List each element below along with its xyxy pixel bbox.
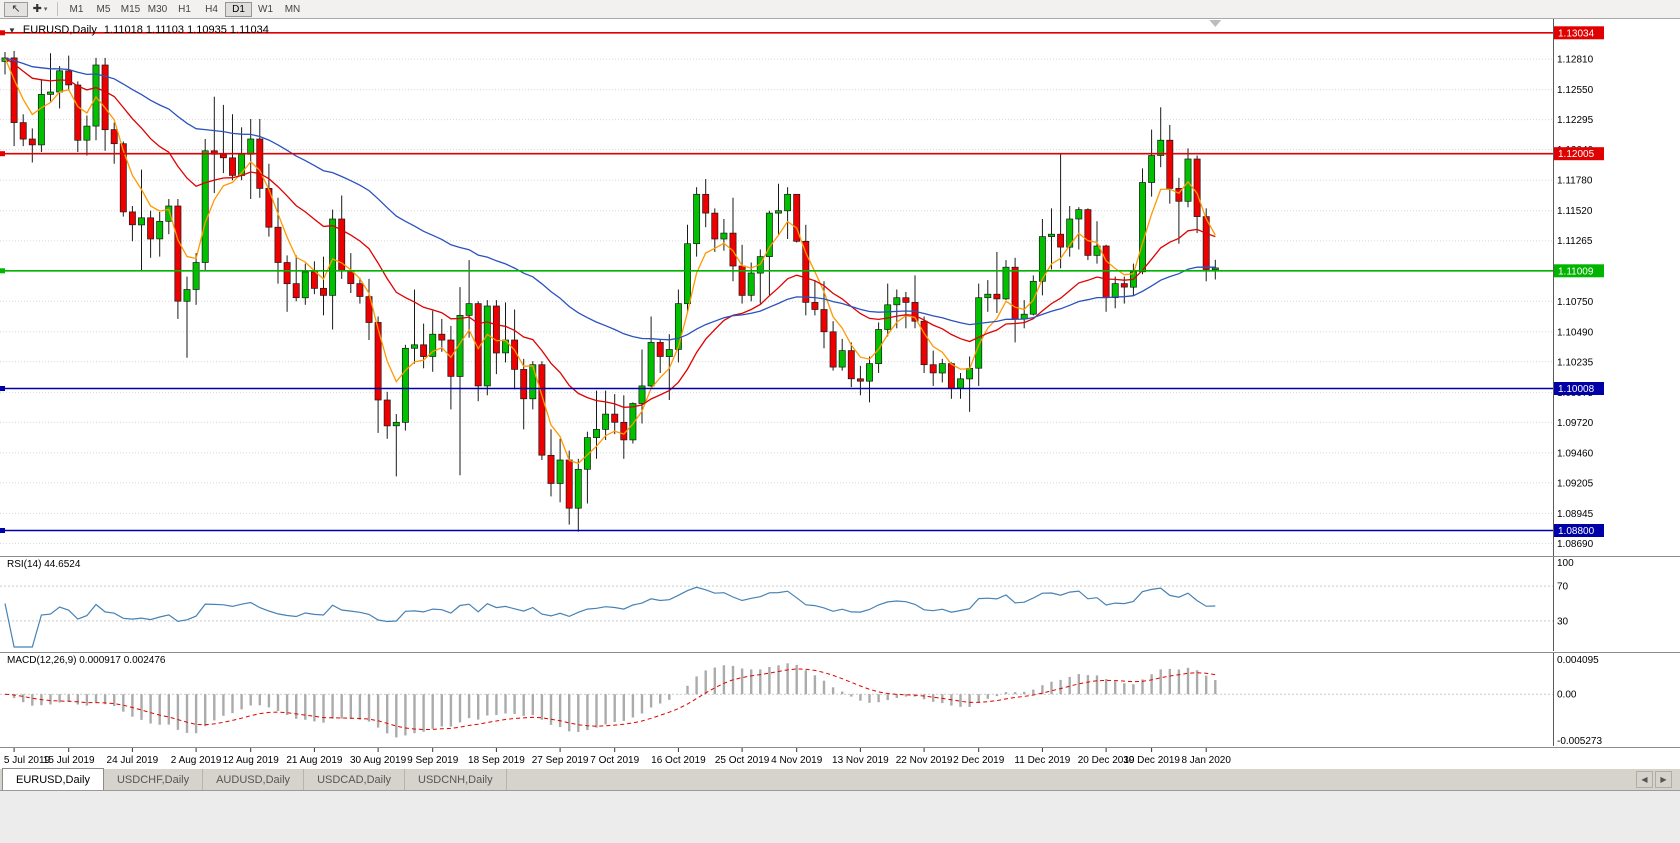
rsi-axis-label: 30 bbox=[1557, 616, 1569, 627]
svg-text:7 Oct 2019: 7 Oct 2019 bbox=[590, 755, 639, 766]
title-marker-icon: ▼ bbox=[8, 25, 16, 35]
symbol-period-label: EURUSD,Daily bbox=[22, 24, 97, 36]
tab-usdcad-daily[interactable]: USDCAD,Daily bbox=[304, 769, 406, 790]
svg-text:25 Oct 2019: 25 Oct 2019 bbox=[715, 755, 770, 766]
timeframe-mn-button[interactable]: MN bbox=[279, 2, 306, 17]
ohlc-values: 1.11018 1.11103 1.10935 1.11034 bbox=[103, 24, 269, 36]
svg-text:1.08690: 1.08690 bbox=[1557, 539, 1594, 550]
svg-text:11 Dec 2019: 11 Dec 2019 bbox=[1014, 755, 1070, 766]
chart-title: ▼ EURUSD,Daily 1.11018 1.11103 1.10935 1… bbox=[8, 24, 269, 36]
svg-text:12 Aug 2019: 12 Aug 2019 bbox=[223, 755, 280, 766]
svg-text:1.09720: 1.09720 bbox=[1557, 418, 1594, 429]
svg-text:4 Nov 2019: 4 Nov 2019 bbox=[771, 755, 823, 766]
svg-text:5 Jul 2019: 5 Jul 2019 bbox=[4, 755, 51, 766]
svg-text:1.13034: 1.13034 bbox=[1558, 28, 1595, 39]
svg-text:1.11265: 1.11265 bbox=[1557, 236, 1593, 247]
svg-text:1.11520: 1.11520 bbox=[1557, 206, 1593, 217]
timeframe-w1-button[interactable]: W1 bbox=[252, 2, 279, 17]
chart-shift-marker[interactable] bbox=[1209, 20, 1222, 27]
moving-average-lines bbox=[4, 57, 1216, 465]
svg-text:1.08800: 1.08800 bbox=[1558, 526, 1595, 537]
price-axis-labels: 1.128101.125501.122951.120401.117801.115… bbox=[1557, 55, 1594, 550]
chevron-down-icon: ▾ bbox=[43, 6, 48, 13]
svg-text:2 Dec 2019: 2 Dec 2019 bbox=[953, 755, 1005, 766]
svg-text:8 Jan 2020: 8 Jan 2020 bbox=[1181, 755, 1231, 766]
status-strip bbox=[0, 791, 1680, 843]
svg-text:1.10008: 1.10008 bbox=[1558, 384, 1595, 395]
macd-histogram bbox=[12, 663, 1217, 738]
rsi-line bbox=[4, 586, 1216, 648]
macd-indicator-label: MACD(12,26,9) 0.000917 0.002476 bbox=[7, 655, 166, 666]
cursor-icon: ↖ bbox=[11, 2, 21, 15]
timeframe-m30-button[interactable]: M30 bbox=[144, 2, 171, 17]
macd-signal-line bbox=[4, 668, 1216, 731]
rsi-panel-canvas[interactable]: 100 70 30 bbox=[0, 556, 1680, 651]
svg-text:27 Sep 2019: 27 Sep 2019 bbox=[532, 755, 589, 766]
svg-text:21 Aug 2019: 21 Aug 2019 bbox=[286, 755, 343, 766]
svg-text:1.10235: 1.10235 bbox=[1557, 357, 1594, 368]
timeframe-m1-button[interactable]: M1 bbox=[63, 2, 90, 17]
svg-text:30 Aug 2019: 30 Aug 2019 bbox=[350, 755, 407, 766]
ma-20-line bbox=[4, 57, 1216, 408]
horizontal-level-lines[interactable]: 1.13034 1.12005 1.11009 1.10008 1.08800 bbox=[0, 26, 1604, 537]
svg-text:1.12810: 1.12810 bbox=[1557, 55, 1594, 66]
svg-text:9 Sep 2019: 9 Sep 2019 bbox=[407, 755, 459, 766]
tab-scroll-controls: ◀ ▶ bbox=[1636, 771, 1672, 788]
svg-text:1.12005: 1.12005 bbox=[1558, 149, 1595, 160]
svg-text:30 Dec 2019: 30 Dec 2019 bbox=[1123, 755, 1180, 766]
svg-text:18 Sep 2019: 18 Sep 2019 bbox=[468, 755, 525, 766]
rsi-indicator-label: RSI(14) 44.6524 bbox=[7, 559, 81, 570]
macd-axis-label: 0.00 bbox=[1557, 690, 1577, 701]
timeframe-h1-button[interactable]: H1 bbox=[171, 2, 198, 17]
ma-5-line bbox=[4, 57, 1216, 465]
macd-axis-label: 0.004095 bbox=[1557, 655, 1599, 666]
svg-text:24 Jul 2019: 24 Jul 2019 bbox=[107, 755, 159, 766]
timeframe-m5-button[interactable]: M5 bbox=[90, 2, 117, 17]
macd-panel-canvas[interactable]: 0.004095 0.00 -0.005273 bbox=[0, 652, 1680, 746]
svg-text:1.09460: 1.09460 bbox=[1557, 448, 1594, 459]
svg-text:1.11780: 1.11780 bbox=[1557, 176, 1593, 187]
chart-tab-bar: EURUSD,Daily USDCHF,Daily AUDUSD,Daily U… bbox=[0, 768, 1680, 791]
svg-text:1.12550: 1.12550 bbox=[1557, 85, 1594, 96]
svg-text:22 Nov 2019: 22 Nov 2019 bbox=[896, 755, 953, 766]
svg-text:1.09205: 1.09205 bbox=[1557, 478, 1594, 489]
svg-text:2 Aug 2019: 2 Aug 2019 bbox=[171, 755, 222, 766]
toolbar-separator bbox=[57, 2, 58, 16]
macd-axis-label: -0.005273 bbox=[1557, 736, 1602, 746]
crosshair-tool-button[interactable]: ✚ ▾ bbox=[28, 2, 52, 17]
tab-usdchf-daily[interactable]: USDCHF,Daily bbox=[104, 769, 204, 790]
ma-50-line bbox=[4, 57, 1216, 341]
svg-text:1.10750: 1.10750 bbox=[1557, 297, 1594, 308]
svg-text:1.10490: 1.10490 bbox=[1557, 327, 1594, 338]
rsi-axis-label: 70 bbox=[1557, 582, 1569, 593]
svg-text:1.12295: 1.12295 bbox=[1557, 115, 1594, 126]
timeframe-m15-button[interactable]: M15 bbox=[117, 2, 144, 17]
tab-usdcnh-daily[interactable]: USDCNH,Daily bbox=[405, 769, 507, 790]
tab-audusd-daily[interactable]: AUDUSD,Daily bbox=[203, 769, 305, 790]
candlesticks bbox=[1, 50, 1219, 532]
tab-scroll-left-button[interactable]: ◀ bbox=[1636, 771, 1653, 788]
cursor-tool-button[interactable]: ↖ bbox=[4, 1, 28, 17]
svg-text:15 Jul 2019: 15 Jul 2019 bbox=[43, 755, 95, 766]
svg-text:16 Oct 2019: 16 Oct 2019 bbox=[651, 755, 706, 766]
svg-text:1.08945: 1.08945 bbox=[1557, 509, 1594, 520]
svg-text:13 Nov 2019: 13 Nov 2019 bbox=[832, 755, 889, 766]
timeframe-d1-button[interactable]: D1 bbox=[225, 1, 252, 17]
svg-text:1.11009: 1.11009 bbox=[1558, 266, 1594, 277]
rsi-axis-label: 100 bbox=[1557, 558, 1574, 569]
timeframe-h4-button[interactable]: H4 bbox=[198, 2, 225, 17]
svg-text:20 Dec 2019: 20 Dec 2019 bbox=[1078, 755, 1135, 766]
crosshair-icon: ✚ bbox=[32, 2, 42, 15]
toolbar: ↖ ✚ ▾ M1 M5 M15 M30 H1 H4 D1 W1 MN bbox=[0, 0, 1680, 19]
tab-scroll-right-button[interactable]: ▶ bbox=[1655, 771, 1672, 788]
price-chart-canvas[interactable]: 1.128101.125501.122951.120401.117801.115… bbox=[0, 19, 1680, 556]
tab-eurusd-daily[interactable]: EURUSD,Daily bbox=[2, 768, 104, 790]
